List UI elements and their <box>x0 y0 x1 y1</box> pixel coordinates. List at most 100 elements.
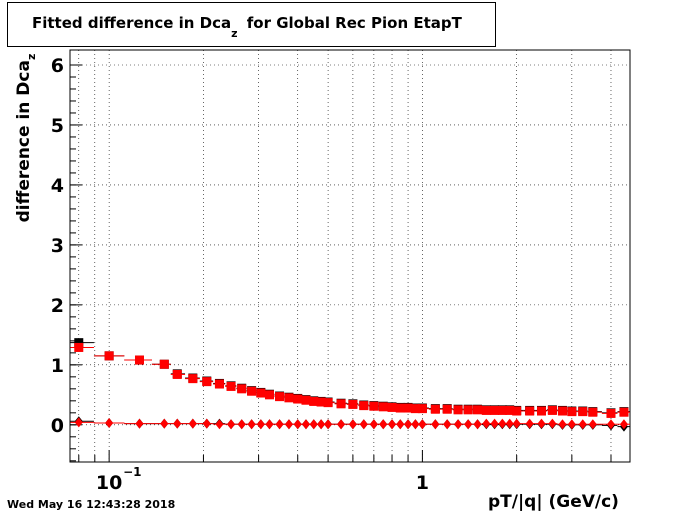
data-point-square <box>378 402 388 412</box>
data-point-diamond <box>473 419 482 430</box>
data-point-square <box>490 405 500 415</box>
data-point-diamond <box>482 418 491 429</box>
data-point-square <box>567 407 577 417</box>
data-point-square <box>309 396 319 406</box>
data-point-square <box>512 406 522 416</box>
title-subscript: z <box>231 27 238 40</box>
data-point-square <box>606 408 616 418</box>
data-point-diamond <box>379 419 388 430</box>
data-point-square <box>505 405 515 415</box>
data-point-square <box>256 388 266 398</box>
title-box: Fitted difference in Dcaz for Global Rec… <box>7 2 496 47</box>
data-point-square <box>588 407 598 417</box>
data-point-diamond <box>388 419 397 430</box>
data-point-square <box>104 351 114 361</box>
data-point-square <box>481 405 491 415</box>
data-point-square <box>323 398 333 408</box>
data-point-square <box>578 407 588 417</box>
data-point-square <box>74 342 84 352</box>
timestamp: Wed May 16 12:43:28 2018 <box>7 498 176 511</box>
data-point-diamond <box>215 419 224 430</box>
data-point-diamond <box>135 418 144 429</box>
data-point-diamond <box>173 418 182 429</box>
data-point-diamond <box>105 418 114 429</box>
data-point-square <box>264 390 274 400</box>
data-point-diamond <box>237 419 246 430</box>
data-point-diamond <box>619 419 628 430</box>
data-point-diamond <box>525 418 534 429</box>
data-point-square <box>395 403 405 413</box>
data-point-diamond <box>498 418 507 429</box>
data-point-diamond <box>275 419 284 430</box>
data-point-diamond <box>454 419 463 430</box>
data-point-square <box>202 377 212 387</box>
y-tick-label: 5 <box>51 115 64 137</box>
data-point-diamond <box>359 419 368 430</box>
data-point-diamond <box>284 419 293 430</box>
data-point-diamond <box>548 418 557 429</box>
data-point-square <box>557 406 567 416</box>
data-point-diamond <box>74 417 83 428</box>
axes <box>69 49 631 463</box>
data-point-diamond <box>431 419 440 430</box>
data-point-diamond <box>227 419 236 430</box>
data-point-diamond <box>348 419 357 430</box>
data-point-square <box>417 404 427 414</box>
data-point-diamond <box>369 419 378 430</box>
data-point-diamond <box>464 419 473 430</box>
y-tick-label: 3 <box>51 235 64 257</box>
data-point-square <box>247 386 257 396</box>
y-tick-label: 6 <box>51 55 64 77</box>
x-tick-label: 1 <box>416 472 429 494</box>
data-point-diamond <box>578 419 587 430</box>
data-point-square <box>226 381 236 391</box>
data-point-square <box>525 406 535 416</box>
data-point-diamond <box>265 419 274 430</box>
data-point-square <box>453 405 463 415</box>
data-point-square <box>619 407 629 417</box>
data-point-diamond <box>309 419 318 430</box>
data-point-diamond <box>505 418 514 429</box>
data-point-diamond <box>567 419 576 430</box>
data-point-diamond <box>606 419 615 430</box>
data-point-square <box>536 406 546 416</box>
data-point-diamond <box>301 419 310 430</box>
title-rest: for Global Rec Pion EtapT <box>246 14 462 32</box>
tick-labels: 0 1 2 3 4 5 6 10 −1 1 <box>51 55 429 494</box>
data-point-square <box>359 401 369 411</box>
data-point-diamond <box>418 419 427 430</box>
data-point-square <box>301 395 311 405</box>
data-point-square <box>403 403 413 413</box>
data-point-square <box>348 399 358 409</box>
plot-frame <box>69 49 631 463</box>
y-axis-label: difference in Dcaz <box>14 38 38 238</box>
title-main: Fitted difference in Dca <box>32 14 232 32</box>
data-point-diamond <box>411 419 420 430</box>
data-point-diamond <box>256 419 265 430</box>
data-point-square <box>410 404 420 414</box>
data-point-diamond <box>160 418 169 429</box>
data-point-diamond <box>337 419 346 430</box>
y-tick-label: 0 <box>51 415 64 437</box>
data-point-diamond <box>443 419 452 430</box>
data-point-diamond <box>317 419 326 430</box>
series-3 <box>70 417 630 430</box>
data-point-square <box>284 393 294 403</box>
data-point-square <box>336 399 346 409</box>
data-point-diamond <box>512 418 521 429</box>
data-point-square <box>188 374 198 384</box>
data-point-square <box>473 405 483 415</box>
data-point-square <box>293 394 303 404</box>
data-point-diamond <box>537 418 546 429</box>
data-point-square <box>442 404 452 414</box>
data-point-diamond <box>247 419 256 430</box>
data-point-square <box>134 355 144 365</box>
data-point-square <box>214 379 224 389</box>
data-point-square <box>172 369 182 379</box>
data-point-diamond <box>396 419 405 430</box>
data-point-diamond <box>558 419 567 430</box>
y-axis-label-subscript: z <box>25 53 38 61</box>
chart-title: Fitted difference in Dcaz for Global Rec… <box>32 14 462 40</box>
data-point-diamond <box>202 418 211 429</box>
